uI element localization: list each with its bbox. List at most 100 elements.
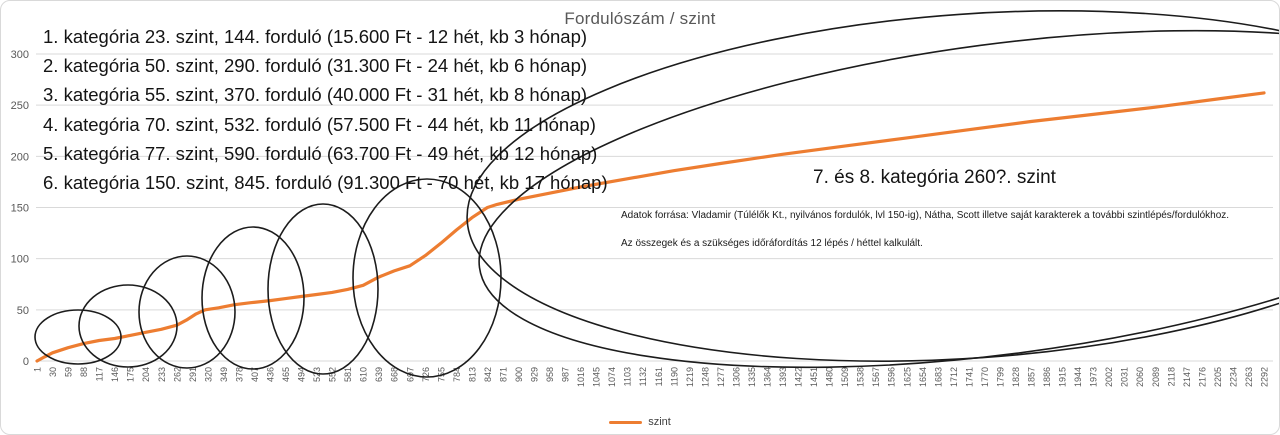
x-tick-label: 1219 — [685, 367, 695, 387]
x-tick-label: 900 — [514, 367, 524, 382]
x-tick-label: 2002 — [1104, 367, 1114, 387]
x-tick-label: 1596 — [887, 367, 897, 387]
x-tick-label: 1973 — [1089, 367, 1099, 387]
x-tick-label: 1190 — [669, 367, 679, 386]
x-tick-label: 1451 — [809, 367, 819, 387]
x-tick-label: 262 — [172, 367, 182, 382]
x-tick-label: 1712 — [949, 367, 959, 387]
x-tick-label: 552 — [328, 367, 338, 382]
x-tick-label: 1016 — [576, 367, 586, 387]
x-tick-label: 1567 — [871, 367, 881, 387]
x-tick-label: 639 — [374, 367, 384, 382]
x-tick-label: 407 — [250, 367, 260, 382]
x-tick-label: 1393 — [778, 367, 788, 387]
y-tick-label: 150 — [11, 203, 29, 215]
highlight-ellipse — [478, 29, 1279, 369]
category-annotation-6: 6. kategória 150. szint, 845. forduló (9… — [43, 172, 608, 193]
highlight-ellipse — [138, 255, 236, 369]
x-tick-label: 1480 — [825, 367, 835, 387]
x-tick-label: 1 — [33, 367, 43, 372]
x-tick-label: 378 — [234, 367, 244, 382]
category-annotation-5: 5. kategória 77. szint, 590. forduló (63… — [43, 143, 598, 164]
x-tick-label: 2118 — [1166, 367, 1176, 386]
legend: szint — [1, 414, 1279, 430]
x-tick-label: 1045 — [592, 367, 602, 387]
x-tick-label: 1538 — [856, 367, 866, 387]
x-tick-label: 1683 — [933, 367, 943, 387]
x-tick-label: 523 — [312, 367, 322, 382]
highlight-ellipse — [201, 226, 305, 370]
highlight-ellipse — [34, 309, 122, 365]
x-tick-label: 958 — [545, 367, 555, 382]
x-tick-label: 494 — [297, 367, 307, 382]
legend-line-swatch — [609, 420, 643, 424]
legend-label: szint — [648, 416, 671, 428]
x-tick-label: 291 — [188, 367, 198, 382]
x-tick-label: 1248 — [700, 367, 710, 387]
x-tick-label: 2031 — [1120, 367, 1130, 387]
gridlines — [36, 53, 1273, 362]
highlight-ellipse — [78, 284, 178, 368]
x-tick-label: 1654 — [918, 367, 928, 387]
x-tick-label: 987 — [561, 367, 571, 382]
x-tick-label: 1132 — [638, 367, 648, 386]
category-annotation-2: 2. kategória 50. szint, 290. forduló (31… — [43, 55, 588, 76]
x-tick-label: 233 — [157, 367, 167, 382]
calculation-note: Az összegek és a szükséges időráfordítás… — [621, 238, 923, 249]
y-tick-label: 250 — [11, 100, 29, 112]
chart-title: Fordulószám / szint — [564, 9, 716, 28]
x-tick-label: 1799 — [995, 367, 1005, 387]
x-tick-label: 1074 — [607, 367, 617, 387]
x-tick-label: 146 — [110, 367, 120, 382]
x-tick-label: 1103 — [623, 367, 633, 386]
x-tick-label: 204 — [141, 367, 151, 382]
x-tick-label: 1306 — [731, 367, 741, 387]
y-tick-label: 300 — [11, 49, 29, 61]
x-tick-label: 30 — [48, 367, 58, 377]
x-tick-label: 1770 — [980, 367, 990, 387]
x-tick-label: 2147 — [1182, 367, 1192, 387]
x-tick-label: 1364 — [762, 367, 772, 387]
x-tick-label: 1828 — [1011, 367, 1021, 387]
x-tick-label: 1335 — [747, 367, 757, 387]
x-tick-label: 175 — [126, 367, 136, 382]
x-tick-label: 88 — [79, 367, 89, 377]
x-axis-labels: 1 30 59 88 117 146 175 204 233 262 291 320 349 378 407… — [33, 367, 1270, 387]
x-tick-label: 726 — [421, 367, 431, 382]
category-annotation-1: 1. kategória 23. szint, 144. forduló (15… — [43, 26, 588, 47]
x-tick-label: 1161 — [654, 367, 664, 386]
x-tick-label: 1277 — [716, 367, 726, 387]
x-tick-label: 320 — [203, 367, 213, 382]
x-tick-label: 1509 — [840, 367, 850, 387]
x-tick-label: 59 — [64, 367, 74, 377]
y-tick-label: 200 — [11, 151, 29, 163]
highlight-ellipse — [267, 203, 379, 375]
x-tick-label: 2234 — [1228, 367, 1238, 387]
x-tick-label: 813 — [467, 367, 477, 382]
data-source-note: Adatok forrása: Vladamir (Túlélők Kt., n… — [621, 210, 1230, 221]
category-7-8-note: 7. és 8. kategória 260?. szint — [813, 167, 1056, 188]
x-tick-label: 2176 — [1197, 367, 1207, 387]
x-tick-label: 349 — [219, 367, 229, 382]
x-tick-label: 871 — [498, 367, 508, 382]
x-tick-label: 117 — [95, 367, 105, 381]
x-tick-label: 2060 — [1135, 367, 1145, 387]
x-tick-label: 2292 — [1260, 367, 1270, 387]
y-tick-label: 0 — [23, 356, 29, 368]
x-tick-label: 668 — [390, 367, 400, 382]
x-tick-label: 842 — [483, 367, 493, 382]
x-tick-label: 929 — [530, 367, 540, 382]
y-axis-labels: 0 50 100 150 200 250 300 — [11, 49, 29, 368]
x-tick-label: 1886 — [1042, 367, 1052, 387]
x-tick-label: 784 — [452, 367, 462, 382]
x-tick-label: 1422 — [794, 367, 804, 387]
x-tick-label: 2089 — [1151, 367, 1161, 387]
x-tick-label: 2263 — [1244, 367, 1254, 387]
x-tick-label: 436 — [265, 367, 275, 382]
x-tick-label: 581 — [343, 367, 353, 382]
x-tick-label: 1915 — [1058, 367, 1068, 387]
x-tick-label: 465 — [281, 367, 291, 382]
highlight-ellipses — [34, 10, 1279, 378]
x-tick-label: 1857 — [1027, 367, 1037, 387]
